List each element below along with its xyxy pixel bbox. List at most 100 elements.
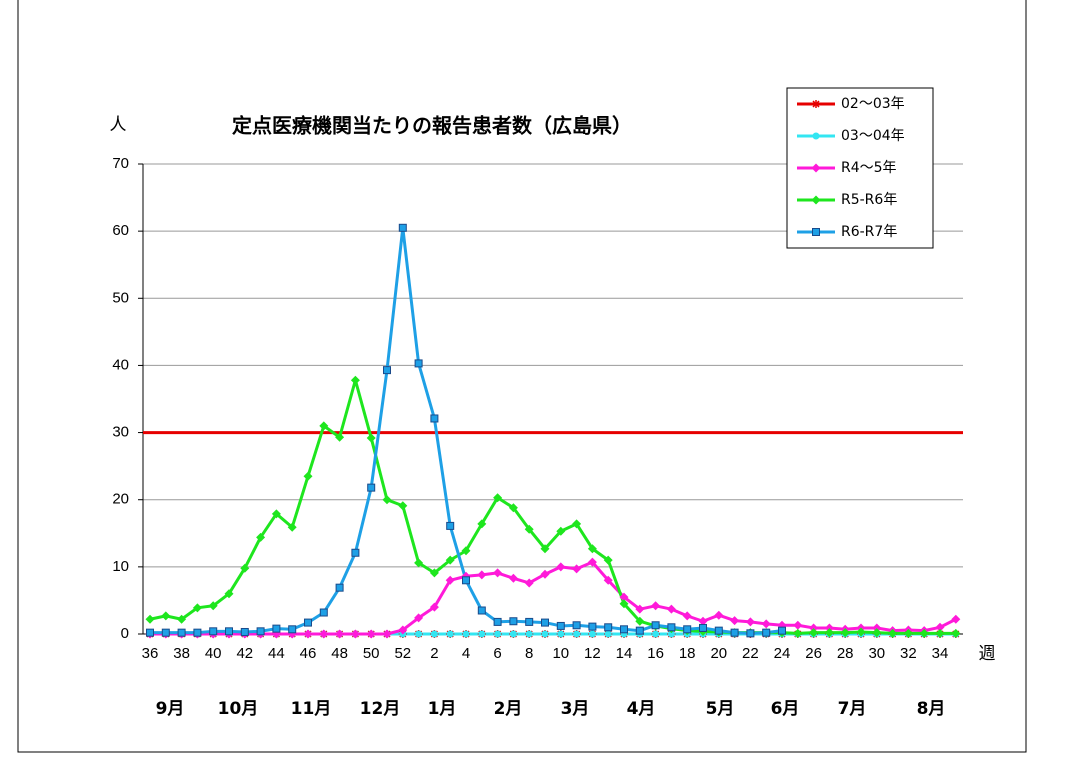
data-point — [762, 628, 771, 637]
x-tick-label: 50 — [363, 645, 380, 662]
month-label: 7月 — [838, 699, 867, 719]
data-point — [683, 625, 692, 634]
legend-label: R4～5年 — [841, 160, 897, 176]
data-point — [919, 628, 929, 638]
data-point — [588, 630, 596, 638]
x-tick-label: 40 — [205, 645, 222, 662]
x-tick-label: 28 — [837, 645, 854, 662]
data-point — [951, 628, 961, 638]
x-tick-label: 48 — [331, 645, 348, 662]
data-point — [856, 627, 866, 637]
x-tick-label: 8 — [525, 645, 533, 662]
x-tick-label: 24 — [774, 645, 791, 662]
data-point — [224, 589, 234, 599]
y-tick-label: 40 — [112, 356, 129, 373]
data-point — [335, 432, 345, 442]
x-tick-label: 36 — [142, 645, 159, 662]
data-point — [429, 568, 439, 578]
data-point — [540, 544, 550, 554]
month-label: 2月 — [494, 699, 523, 719]
data-point — [809, 628, 819, 638]
x-tick-label: 10 — [552, 645, 569, 662]
data-point — [430, 630, 438, 638]
data-point — [556, 562, 566, 572]
data-point — [304, 618, 312, 627]
x-tick-label: 4 — [462, 645, 470, 662]
data-point — [572, 621, 581, 630]
data-point — [667, 630, 675, 638]
data-point — [508, 503, 518, 513]
data-point — [319, 608, 328, 617]
data-point — [778, 626, 786, 635]
legend-marker — [812, 132, 820, 140]
data-point — [351, 548, 360, 557]
data-point — [840, 628, 850, 638]
data-point — [367, 483, 376, 492]
x-tick-label: 32 — [900, 645, 917, 662]
data-point — [145, 614, 155, 624]
x-tick-label: 12 — [584, 645, 601, 662]
data-point — [240, 563, 250, 573]
x-tick-label: 22 — [742, 645, 759, 662]
x-tick-label: 2 — [430, 645, 438, 662]
data-point — [477, 570, 487, 580]
data-point — [525, 630, 533, 638]
data-point — [366, 433, 376, 443]
data-point — [652, 630, 660, 638]
data-point — [415, 630, 423, 638]
legend-marker — [811, 195, 821, 205]
data-point — [382, 629, 392, 639]
data-point — [872, 628, 882, 638]
data-point — [714, 626, 723, 635]
data-point — [508, 573, 518, 583]
x-tick-label: 20 — [710, 645, 727, 662]
data-point — [429, 602, 439, 612]
data-point — [208, 601, 218, 611]
data-point — [793, 628, 803, 638]
data-point — [746, 629, 755, 638]
x-tick-label: 44 — [268, 645, 285, 662]
data-point — [556, 526, 566, 536]
data-point — [651, 621, 660, 630]
x-tick-label: 52 — [394, 645, 411, 662]
data-point — [651, 601, 661, 611]
month-label: 12月 — [360, 699, 401, 719]
data-point — [192, 603, 202, 613]
legend-label: 03～04年 — [841, 128, 905, 144]
data-point — [604, 630, 612, 638]
data-point — [493, 493, 503, 503]
data-point — [383, 366, 391, 375]
data-point — [303, 629, 313, 639]
y-tick-label: 0 — [121, 625, 129, 642]
data-point — [699, 623, 707, 632]
data-point — [414, 558, 424, 568]
y-tick-label: 10 — [112, 558, 129, 575]
data-point — [209, 627, 218, 636]
data-point — [382, 495, 392, 505]
data-point — [603, 555, 613, 565]
data-point — [477, 519, 487, 529]
data-point — [604, 623, 613, 632]
x-tick-label: 6 — [493, 645, 501, 662]
data-point — [177, 614, 187, 624]
month-label: 1月 — [428, 699, 457, 719]
data-point — [620, 625, 628, 634]
data-point — [540, 569, 550, 579]
data-point — [398, 223, 407, 232]
y-axis-label: 人 — [110, 115, 127, 135]
data-point — [682, 611, 692, 621]
data-point — [872, 623, 882, 633]
data-point — [366, 629, 376, 639]
data-point — [335, 583, 344, 592]
data-point — [761, 619, 771, 629]
chart-title: 定点医療機関当たりの報告患者数（広島県） — [232, 114, 632, 138]
legend-label: R5-R6年 — [841, 192, 897, 208]
data-point — [477, 606, 486, 615]
legend-marker — [811, 163, 821, 173]
data-point — [730, 628, 739, 637]
data-point — [525, 617, 534, 626]
x-tick-label: 18 — [679, 645, 696, 662]
data-point — [951, 614, 961, 624]
data-point — [398, 501, 408, 511]
